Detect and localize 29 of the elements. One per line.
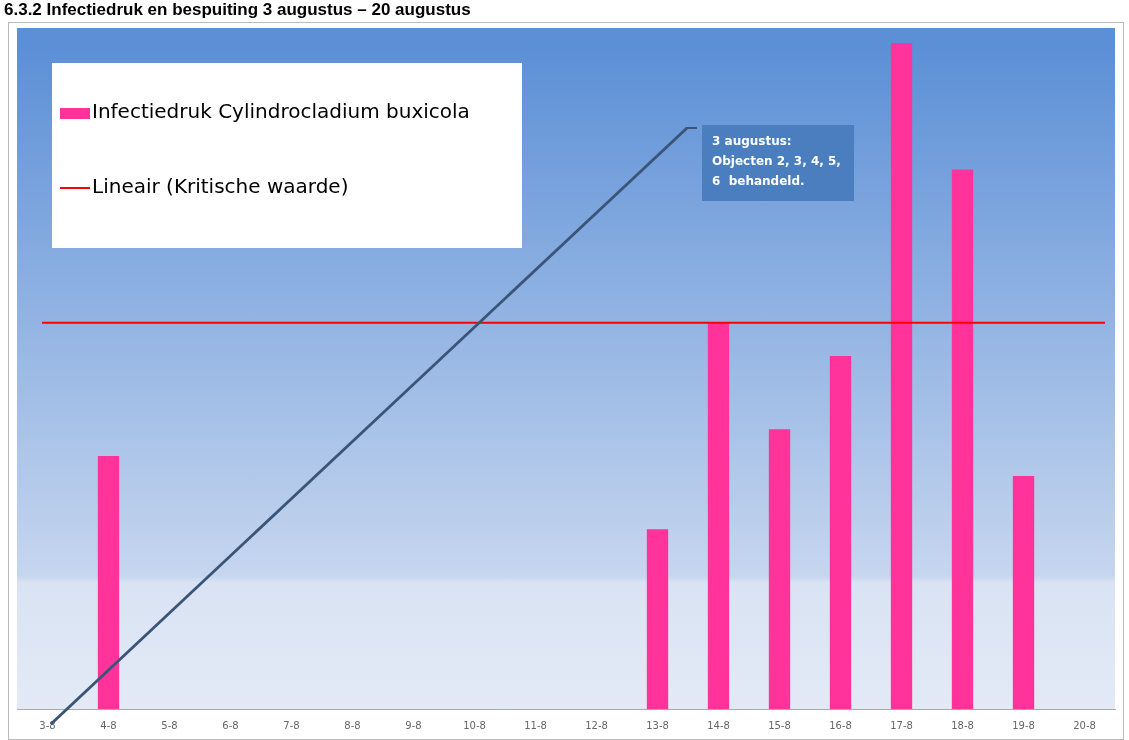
x-tick-label: 19-8	[1012, 719, 1035, 731]
bar	[829, 356, 852, 709]
x-tick-label: 20-8	[1073, 719, 1096, 731]
x-tick-label: 6-8	[222, 719, 239, 731]
bar	[646, 529, 669, 709]
legend-label: Infectiedruk Cylindrocladium buxicola	[92, 99, 470, 124]
x-tick-label: 15-8	[768, 719, 791, 731]
bar	[707, 322, 730, 709]
x-tick-label: 9-8	[405, 719, 422, 731]
x-tick-label: 7-8	[283, 719, 300, 731]
bar	[768, 429, 791, 709]
x-tick-label: 17-8	[890, 719, 913, 731]
bar	[951, 169, 974, 709]
x-tick-label: 18-8	[951, 719, 974, 731]
x-tick-label: 16-8	[829, 719, 852, 731]
bar	[890, 43, 913, 709]
x-tick-label: 13-8	[646, 719, 669, 731]
bar	[1012, 475, 1035, 709]
x-tick-label: 8-8	[344, 719, 361, 731]
chart-title: 6.3.2 Infectiedruk en bespuiting 3 augustus – 20 augustus	[4, 0, 471, 20]
x-tick-label: 12-8	[585, 719, 608, 731]
annotation: 3 augustus: Objecten 2, 3, 4, 5, 6 behandeld.	[712, 134, 841, 188]
x-tick-label: 11-8	[524, 719, 547, 731]
legend-label: Lineair (Kritische waarde)	[92, 174, 349, 199]
x-tick-label: 14-8	[707, 719, 730, 731]
bar	[97, 455, 120, 709]
x-tick-label: 5-8	[161, 719, 178, 731]
x-tick-label: 4-8	[100, 719, 117, 731]
x-tick-label: 10-8	[463, 719, 486, 731]
